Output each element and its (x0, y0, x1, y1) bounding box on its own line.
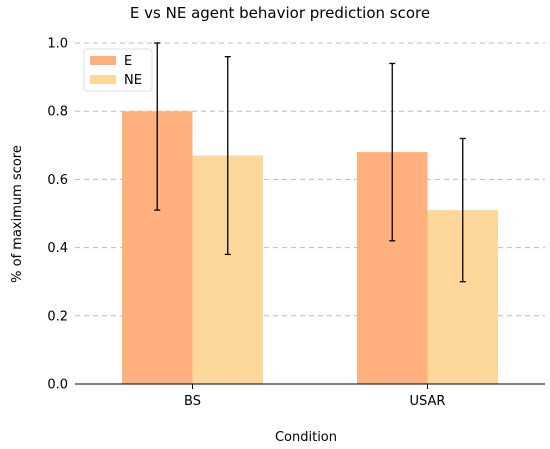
legend-swatch-e (90, 56, 116, 65)
legend-label-e: E (124, 54, 132, 69)
y-axis-label: % of maximum score (10, 145, 25, 283)
y-tick-label: 0.0 (47, 378, 68, 393)
legend-label-ne: NE (124, 73, 142, 88)
error-bar-ne-bs (224, 55, 231, 256)
error-bars (154, 42, 466, 283)
y-tick-label: 1.0 (47, 37, 68, 52)
x-axis-ticks: BS USAR (184, 384, 445, 409)
y-tick-label: 0.6 (47, 173, 68, 188)
y-tick-label: 0.2 (47, 309, 68, 324)
x-tick-label: BS (184, 394, 201, 409)
y-tick-label: 0.4 (47, 241, 68, 256)
chart-title: E vs NE agent behavior prediction score (130, 4, 430, 22)
legend: E NE (83, 48, 153, 92)
error-bar-ne-usar (459, 137, 466, 283)
error-bar-e-usar (389, 62, 396, 242)
legend-swatch-ne (90, 75, 116, 84)
x-axis-label: Condition (275, 430, 337, 445)
x-tick-label: USAR (410, 394, 446, 409)
y-tick-label: 0.8 (47, 105, 68, 120)
y-axis-ticks: 0.0 0.2 0.4 0.6 0.8 1.0 (47, 37, 68, 393)
error-bar-e-bs (154, 42, 161, 211)
